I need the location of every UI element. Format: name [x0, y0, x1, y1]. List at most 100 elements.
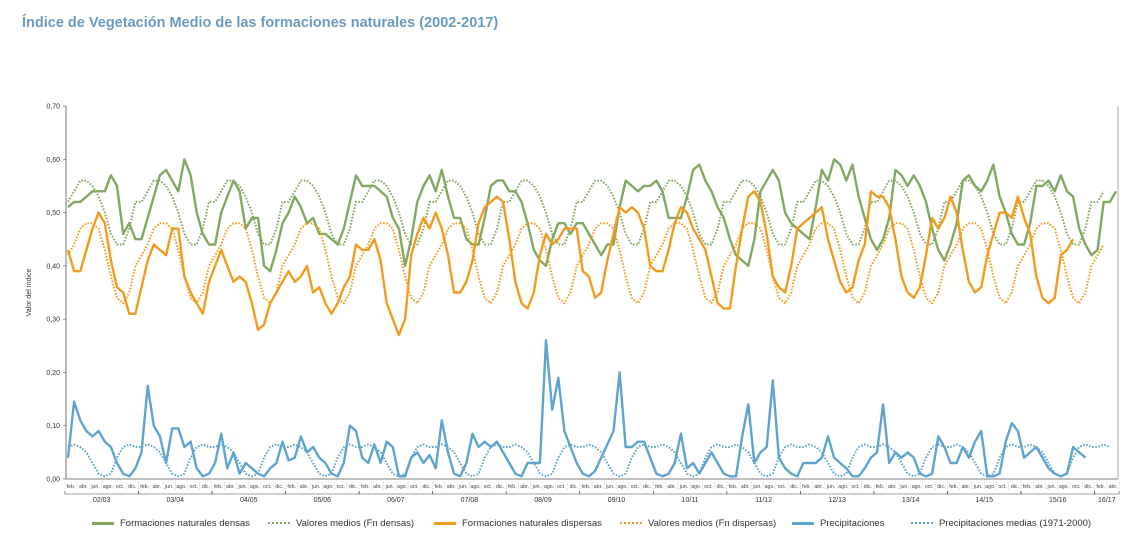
season-bracket	[652, 491, 728, 495]
x-month-label: feb.	[140, 484, 149, 490]
x-month-label: abr.	[741, 484, 750, 490]
x-month-label: jun.	[458, 484, 467, 490]
x-month-label: abr.	[1109, 484, 1118, 490]
x-month-label: dic.	[349, 484, 357, 490]
legend-swatch	[620, 522, 642, 525]
x-month-label: abr.	[226, 484, 235, 490]
x-month-label: ago.	[471, 484, 481, 490]
x-month-label: feb.	[655, 484, 664, 490]
season-bracket	[432, 491, 507, 495]
x-month-label: jun.	[826, 484, 835, 490]
x-month-label: oct.	[557, 484, 565, 490]
x-month-label: feb.	[949, 484, 958, 490]
x-month-label: dic.	[422, 484, 430, 490]
x-month-label: dic.	[275, 484, 283, 490]
legend-swatch	[92, 521, 114, 525]
season-label: 13/14	[902, 497, 920, 504]
season-label: 06/07	[387, 497, 405, 504]
x-month-label: ago.	[912, 484, 922, 490]
x-month-label: oct.	[484, 484, 492, 490]
season-bracket	[726, 491, 801, 495]
x-month-label: ago.	[323, 484, 333, 490]
legend-item: Valores medios (Fn densas)	[268, 518, 414, 529]
season-bracket	[64, 491, 139, 495]
x-month-label: feb.	[1023, 484, 1032, 490]
x-month-label: feb.	[729, 484, 738, 490]
chart-legend: Formaciones naturales densas Valores medi…	[0, 518, 1122, 536]
x-month-label: oct.	[410, 484, 418, 490]
season-label: 02/03	[93, 497, 111, 504]
x-month-label: feb.	[508, 484, 517, 490]
x-month-label: jun.	[164, 484, 173, 490]
x-month-label: oct.	[778, 484, 786, 490]
season-label: 05/06	[314, 497, 332, 504]
season-bracket	[800, 491, 875, 495]
series-line-2	[66, 190, 1075, 337]
x-month-label: abr.	[447, 484, 456, 490]
legend-label: Valores medios (Fn dispersas)	[648, 518, 777, 529]
legend-label: Valores medios (Fn densas)	[296, 518, 415, 529]
x-month-label: abr.	[153, 484, 162, 490]
season-label: 03/04	[166, 497, 184, 504]
y-axis-label: Valor del índice	[26, 269, 33, 317]
x-month-label: ago.	[691, 484, 701, 490]
legend-swatch	[911, 522, 933, 525]
x-month-label: feb.	[802, 484, 811, 490]
season-bracket	[211, 491, 286, 495]
legend-label: Precipitaciones medias (1971-2000)	[939, 518, 1092, 529]
season-bracket	[873, 491, 948, 495]
x-month-label: abr.	[888, 484, 897, 490]
x-month-label: abr.	[594, 484, 603, 490]
legend-item: Formaciones naturales densas	[92, 518, 250, 529]
y-tick-label: 0,50	[46, 210, 60, 217]
x-month-label: dic.	[570, 484, 578, 490]
x-month-label: jun.	[899, 484, 908, 490]
season-label: 07/08	[461, 497, 479, 504]
x-month-label: oct.	[704, 484, 712, 490]
legend-swatch	[792, 521, 814, 525]
x-month-label: jun.	[311, 484, 320, 490]
x-month-label: feb.	[876, 484, 885, 490]
x-month-label: jun.	[752, 484, 761, 490]
season-label: 14/15	[975, 497, 993, 504]
x-month-label: abr.	[814, 484, 823, 490]
x-month-label: jun.	[605, 484, 614, 490]
y-tick-label: 0,00	[46, 477, 60, 484]
season-label: 16/17	[1098, 497, 1116, 504]
x-month-label: ago.	[985, 484, 995, 490]
x-month-label: abr.	[300, 484, 309, 490]
x-month-label: oct.	[189, 484, 197, 490]
x-month-label: ago.	[765, 484, 775, 490]
x-month-label: ago.	[250, 484, 260, 490]
x-month-label: oct.	[1072, 484, 1080, 490]
x-month-label: feb.	[1096, 484, 1105, 490]
season-bracket	[1094, 491, 1120, 495]
x-month-label: feb.	[214, 484, 223, 490]
season-bracket	[358, 491, 433, 495]
x-month-label: oct.	[851, 484, 859, 490]
season-bracket	[579, 491, 654, 495]
x-month-label: jun.	[1046, 484, 1055, 490]
series-line-1	[67, 179, 1105, 246]
legend-label: Precipitaciones	[820, 518, 885, 529]
legend-item: Formaciones naturales dispersas	[434, 518, 602, 529]
season-label: 08/09	[534, 497, 552, 504]
x-month-label: abr.	[1035, 484, 1044, 490]
x-month-label: ago.	[838, 484, 848, 490]
x-month-label: dic.	[202, 484, 210, 490]
chart-svg: 0,00 0,10 0,20 0,30 0,40 0,50 0,60 0,70 Valor de…	[26, 104, 1120, 504]
legend-label: Formaciones naturales dispersas	[462, 518, 602, 529]
x-month-label: dic.	[496, 484, 504, 490]
x-month-label: feb.	[582, 484, 591, 490]
season-bracket	[1020, 491, 1095, 495]
x-month-label: feb.	[287, 484, 296, 490]
season-label: 12/13	[828, 497, 846, 504]
x-month-label: abr.	[79, 484, 88, 490]
season-label: 09/10	[608, 497, 626, 504]
series-line-5	[67, 443, 1111, 478]
y-tick-label: 0,70	[46, 104, 60, 111]
x-month-label: jun.	[237, 484, 246, 490]
x-month-label: oct.	[925, 484, 933, 490]
x-month-label: dic.	[1011, 484, 1019, 490]
x-month-label: oct.	[998, 484, 1006, 490]
